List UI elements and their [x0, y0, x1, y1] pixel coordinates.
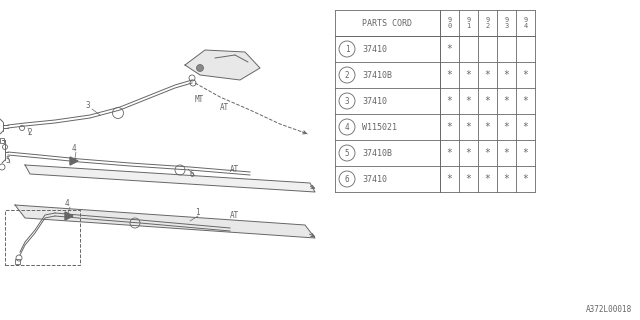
Text: *: * — [523, 96, 529, 106]
Text: *: * — [465, 96, 472, 106]
Text: MT: MT — [195, 95, 204, 104]
Text: *: * — [484, 148, 490, 158]
Text: 1: 1 — [345, 44, 349, 53]
Text: 9
1: 9 1 — [467, 17, 470, 29]
Text: *: * — [447, 122, 452, 132]
Text: 1: 1 — [195, 208, 200, 217]
Text: 6: 6 — [190, 170, 195, 179]
Text: 4: 4 — [65, 199, 70, 208]
Text: 37410: 37410 — [362, 97, 387, 106]
Text: AT: AT — [230, 211, 239, 220]
Text: W115021: W115021 — [362, 123, 397, 132]
Bar — [0, 138, 4, 143]
Text: *: * — [447, 96, 452, 106]
Text: *: * — [447, 174, 452, 184]
Text: *: * — [465, 174, 472, 184]
Text: *: * — [504, 148, 509, 158]
Text: *: * — [465, 70, 472, 80]
Text: 37410: 37410 — [362, 174, 387, 183]
Text: 5: 5 — [5, 156, 10, 165]
Text: *: * — [465, 148, 472, 158]
Text: *: * — [523, 148, 529, 158]
Text: *: * — [504, 70, 509, 80]
Text: *: * — [523, 70, 529, 80]
Text: *: * — [447, 44, 452, 54]
Text: *: * — [523, 174, 529, 184]
Text: *: * — [447, 70, 452, 80]
Polygon shape — [15, 205, 315, 238]
Text: 37410B: 37410B — [362, 70, 392, 79]
Text: 5: 5 — [345, 148, 349, 157]
Polygon shape — [65, 212, 73, 220]
Text: 2: 2 — [345, 70, 349, 79]
Polygon shape — [25, 165, 315, 192]
Text: 9
2: 9 2 — [485, 17, 490, 29]
Polygon shape — [185, 50, 260, 80]
Text: *: * — [484, 122, 490, 132]
Text: *: * — [484, 174, 490, 184]
Text: 37410: 37410 — [362, 44, 387, 53]
Text: *: * — [504, 96, 509, 106]
Text: 37410B: 37410B — [362, 148, 392, 157]
Circle shape — [196, 65, 204, 71]
Text: 2: 2 — [27, 128, 31, 137]
Polygon shape — [70, 157, 78, 165]
Text: AT: AT — [230, 165, 239, 174]
Text: 9
0: 9 0 — [447, 17, 452, 29]
Text: 9
4: 9 4 — [524, 17, 527, 29]
Text: *: * — [523, 122, 529, 132]
Text: *: * — [504, 122, 509, 132]
Text: 9
3: 9 3 — [504, 17, 509, 29]
Text: A372L00018: A372L00018 — [586, 305, 632, 314]
Text: 4: 4 — [72, 144, 77, 153]
Text: *: * — [504, 174, 509, 184]
Text: 4: 4 — [345, 123, 349, 132]
Text: *: * — [484, 96, 490, 106]
Text: *: * — [484, 70, 490, 80]
Text: *: * — [447, 148, 452, 158]
Text: PARTS CORD: PARTS CORD — [362, 19, 413, 28]
Bar — [15, 259, 20, 264]
Text: 3: 3 — [85, 101, 90, 110]
Text: *: * — [465, 122, 472, 132]
Text: AT: AT — [220, 103, 229, 112]
Text: 3: 3 — [345, 97, 349, 106]
Text: 6: 6 — [345, 174, 349, 183]
